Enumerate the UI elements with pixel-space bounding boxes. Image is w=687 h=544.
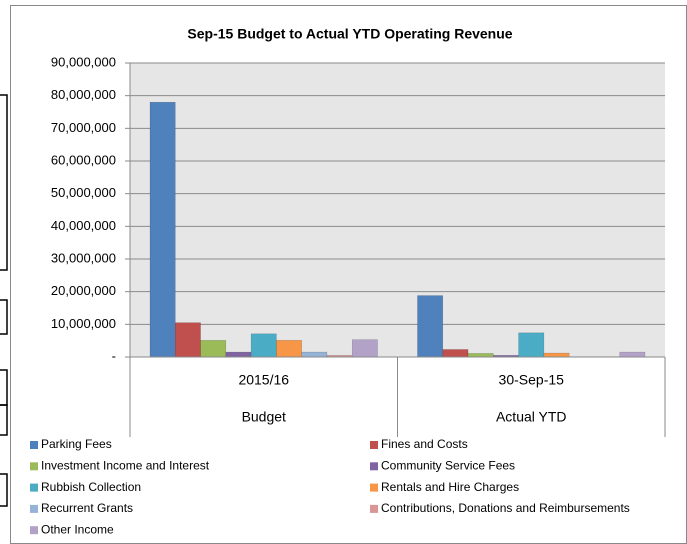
cropped-box (0, 369, 8, 406)
bar (417, 295, 444, 358)
legend-label: Parking Fees (41, 437, 112, 451)
bar (619, 351, 646, 358)
legend-swatch (30, 462, 38, 471)
bar (250, 333, 277, 358)
y-tick-label: 20,000,000 (51, 283, 116, 298)
legend-swatch (30, 441, 38, 449)
bar (200, 340, 227, 358)
y-tick-label: 10,000,000 (51, 316, 116, 331)
bar (518, 332, 545, 358)
legend-label: Other Income (41, 522, 114, 536)
y-tick-label: 70,000,000 (51, 120, 116, 135)
y-tick-label: - (112, 348, 116, 363)
legend-label: Rubbish Collection (41, 480, 141, 494)
bar (301, 351, 328, 358)
legend-label: Investment Income and Interest (41, 458, 210, 472)
cropped-box (0, 299, 8, 335)
legend-swatch (30, 483, 38, 492)
legend-label: Community Service Fees (381, 458, 515, 472)
y-tick-label: 90,000,000 (51, 54, 116, 69)
legend-label: Recurrent Grants (41, 501, 133, 515)
legend-label: Contributions, Donations and Reimburseme… (381, 501, 630, 515)
cropped-box (0, 473, 8, 507)
cropped-box (0, 94, 8, 271)
bar (543, 352, 570, 358)
legend-swatch (30, 504, 38, 513)
y-tick-label: 60,000,000 (51, 152, 116, 167)
legend-swatch (30, 526, 38, 535)
y-tick-label: 80,000,000 (51, 87, 116, 102)
bar (467, 353, 494, 358)
legend-swatch (370, 462, 378, 471)
chart-title: Sep-15 Budget to Actual YTD Operating Re… (187, 26, 512, 42)
bar (276, 340, 302, 358)
bar (225, 351, 252, 358)
bar (149, 101, 176, 358)
x-tick-label: 30-Sep-15 (499, 372, 565, 388)
y-tick-label: 50,000,000 (51, 185, 116, 200)
legend-swatch (370, 483, 378, 492)
legend-label: Rentals and Hire Charges (381, 480, 519, 494)
bar (351, 339, 378, 358)
legend-swatch (370, 441, 378, 449)
y-tick-label: 40,000,000 (51, 218, 116, 233)
cropped-box (0, 404, 8, 436)
x-tick-label: 2015/16 (238, 372, 289, 388)
legend-label: Fines and Costs (381, 437, 468, 451)
y-tick-label: 30,000,000 (51, 250, 116, 265)
legend-swatch (370, 504, 378, 513)
plot-area (130, 63, 665, 357)
x-group-label: Budget (242, 409, 286, 425)
bar (442, 349, 469, 358)
bar (175, 322, 201, 358)
x-group-label: Actual YTD (496, 409, 567, 425)
cropped-boxes (0, 94, 8, 507)
